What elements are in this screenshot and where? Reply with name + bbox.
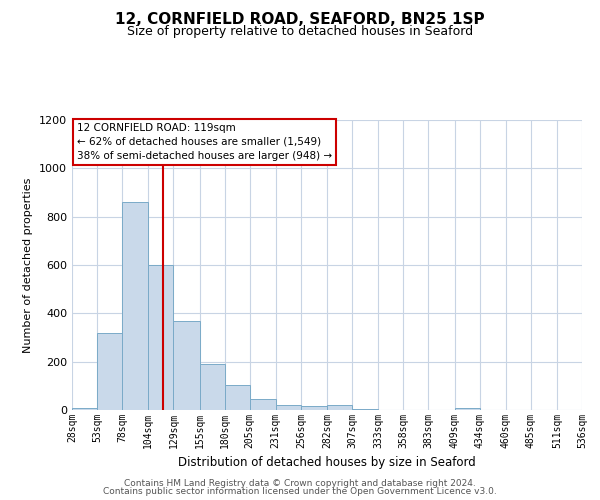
Bar xyxy=(122,202,148,410)
Bar xyxy=(199,364,224,410)
Bar xyxy=(301,406,327,410)
Bar xyxy=(97,332,122,410)
Text: Contains HM Land Registry data © Crown copyright and database right 2024.: Contains HM Land Registry data © Crown c… xyxy=(124,478,476,488)
Bar xyxy=(72,408,97,410)
Text: 12, CORNFIELD ROAD, SEAFORD, BN25 1SP: 12, CORNFIELD ROAD, SEAFORD, BN25 1SP xyxy=(115,12,485,28)
Y-axis label: Number of detached properties: Number of detached properties xyxy=(23,178,34,352)
Text: Contains public sector information licensed under the Open Government Licence v3: Contains public sector information licen… xyxy=(103,487,497,496)
Bar xyxy=(224,384,250,410)
Bar xyxy=(250,399,276,410)
X-axis label: Distribution of detached houses by size in Seaford: Distribution of detached houses by size … xyxy=(178,456,476,469)
Text: 12 CORNFIELD ROAD: 119sqm
← 62% of detached houses are smaller (1,549)
38% of se: 12 CORNFIELD ROAD: 119sqm ← 62% of detac… xyxy=(77,123,332,161)
Text: Size of property relative to detached houses in Seaford: Size of property relative to detached ho… xyxy=(127,25,473,38)
Bar xyxy=(352,409,378,410)
Bar xyxy=(276,404,301,410)
Bar xyxy=(173,320,199,410)
Bar xyxy=(455,408,479,410)
Bar xyxy=(327,405,352,410)
Bar xyxy=(148,265,173,410)
